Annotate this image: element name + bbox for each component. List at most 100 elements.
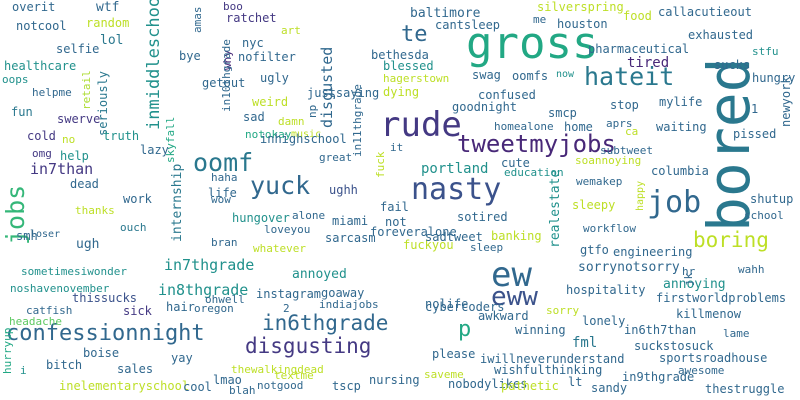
- cloud-word: notokay: [245, 128, 292, 141]
- cloud-word: education: [504, 166, 564, 179]
- cloud-word: inmiddleschool: [144, 0, 164, 130]
- cloud-word: wemakep: [576, 175, 623, 188]
- cloud-word: nobodylikes: [448, 377, 528, 391]
- cloud-word: suckstosuck: [634, 339, 714, 353]
- cloud-word: tweetmyjobs: [457, 130, 616, 158]
- cloud-word: haha: [211, 171, 238, 184]
- cloud-word: music: [291, 129, 322, 140]
- cloud-word: in6th7than: [624, 323, 697, 337]
- cloud-word: soannoying: [575, 154, 642, 167]
- cloud-word: oomf: [193, 148, 254, 177]
- cloud-word: smcp: [548, 106, 577, 120]
- cloud-word: subtweet: [600, 144, 653, 157]
- cloud-word: food: [623, 9, 652, 23]
- cloud-word: sad: [243, 110, 265, 124]
- cloud-word: ugh: [76, 237, 100, 252]
- cloud-word: jk: [682, 272, 695, 286]
- cloud-word: homealone: [494, 120, 554, 133]
- cloud-word: workflow: [583, 222, 636, 235]
- cloud-word: notcool: [16, 19, 67, 33]
- cloud-word: in7thgrade: [164, 256, 255, 274]
- cloud-word: thestruggle: [705, 382, 785, 396]
- cloud-word: fml: [572, 335, 598, 351]
- cloud-word: sorrynotsorry: [578, 260, 680, 275]
- cloud-word: bye: [179, 49, 201, 63]
- cloud-word: job: [647, 185, 702, 220]
- cloud-word: omg: [32, 147, 52, 160]
- cloud-word: ohwell: [205, 293, 245, 306]
- cloud-word: hurryup: [1, 327, 14, 374]
- cloud-word: loveyou: [264, 223, 311, 236]
- cloud-word: sales: [117, 362, 154, 376]
- cloud-word: sandy: [591, 381, 628, 395]
- cloud-word: skyfall: [164, 116, 177, 163]
- cloud-word: hair: [166, 300, 195, 314]
- cloud-word: pissed: [733, 127, 777, 141]
- cloud-word: great: [319, 151, 353, 164]
- cloud-word: banking: [491, 229, 542, 243]
- cloud-word: thanks: [75, 204, 115, 217]
- cloud-word: 1: [751, 102, 759, 116]
- cloud-word: cool: [183, 380, 212, 394]
- cloud-word: thissucks: [72, 291, 138, 305]
- cloud-word: wishfulthinking: [494, 363, 603, 377]
- cloud-word: boise: [83, 346, 120, 360]
- cloud-word: exhausted: [688, 28, 754, 42]
- cloud-word: bethesda: [371, 48, 429, 62]
- cloud-word: lazy: [140, 143, 169, 157]
- cloud-word: catfish: [26, 304, 73, 317]
- cloud-word: p: [458, 317, 472, 342]
- cloud-word: firstworldproblems: [656, 291, 787, 305]
- cloud-word: lt: [568, 375, 583, 389]
- cloud-word: retail: [80, 70, 93, 110]
- cloud-word: justsaying: [307, 86, 380, 100]
- cloud-word: selfie: [56, 42, 100, 56]
- cloud-word: yay: [171, 351, 193, 365]
- cloud-word: notgood: [257, 379, 304, 392]
- cloud-word: portland: [421, 161, 489, 177]
- cloud-word: disgusting: [245, 334, 372, 358]
- cloud-word: ratchet: [226, 11, 277, 25]
- cloud-word: waiting: [656, 120, 707, 134]
- cloud-word: truth: [103, 129, 140, 143]
- cloud-word: blessed: [383, 59, 434, 73]
- cloud-word: tired: [627, 55, 670, 71]
- cloud-word: cute: [501, 156, 530, 170]
- cloud-word: damn: [278, 115, 305, 128]
- cloud-word: columbia: [651, 164, 709, 178]
- cloud-word: stop: [610, 98, 639, 112]
- cloud-word: i: [20, 364, 27, 377]
- cloud-word: amas: [191, 6, 204, 34]
- cloud-word: no: [62, 133, 76, 146]
- cloud-word: np: [306, 104, 319, 118]
- cloud-word: stfu: [752, 45, 779, 58]
- cloud-word: healthcare: [4, 59, 77, 73]
- cloud-word: in9thgrade: [622, 370, 695, 384]
- cloud-word: inhighschool: [260, 132, 347, 146]
- cloud-word: it: [390, 141, 404, 154]
- cloud-word: hospitality: [566, 283, 646, 297]
- cloud-word: hr: [682, 265, 696, 278]
- cloud-word: newyork: [779, 76, 793, 127]
- cloud-word: foreveralone: [370, 225, 457, 239]
- cloud-word: shutup: [750, 192, 794, 206]
- cloud-word: dying: [383, 85, 420, 99]
- cloud-word: callacutieout: [658, 5, 752, 19]
- cloud-word: boo: [223, 0, 243, 13]
- cloud-word: textme: [274, 369, 314, 382]
- cloud-word: help: [60, 149, 89, 163]
- cloud-word: awesome: [678, 364, 725, 377]
- cloud-word: iwillneverunderstand: [480, 352, 625, 366]
- cloud-word: hagerstown: [383, 72, 450, 85]
- cloud-word: thewalkingdead: [231, 363, 324, 376]
- cloud-word: headache: [9, 315, 62, 328]
- cloud-word: swerve: [57, 112, 101, 126]
- cloud-word: internship: [170, 163, 185, 242]
- cloud-word: lol: [100, 33, 124, 48]
- cloud-word: yuck: [250, 171, 311, 200]
- cloud-word: goaway: [321, 286, 365, 300]
- cloud-word: rude: [380, 105, 462, 145]
- cloud-word: bran: [211, 236, 238, 249]
- cloud-word: 2: [283, 302, 290, 315]
- cloud-word: sorry: [546, 304, 580, 317]
